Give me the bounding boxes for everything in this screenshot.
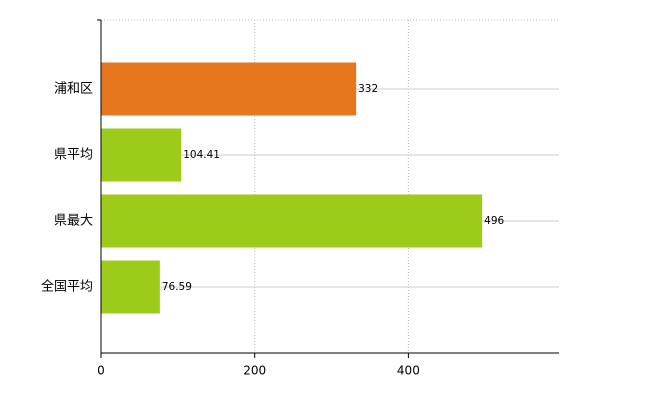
bar [101, 62, 357, 116]
value-label: 332 [358, 83, 378, 95]
bar [101, 260, 160, 314]
y-tick-label: 浦和区 [54, 82, 93, 97]
x-tick-label: 400 [397, 364, 420, 378]
value-label: 496 [484, 215, 504, 227]
x-tick-label: 0 [97, 364, 105, 378]
bar [101, 194, 483, 248]
x-tick-label: 200 [243, 364, 266, 378]
y-tick-label: 県平均 [54, 148, 93, 163]
value-label: 104.41 [183, 149, 220, 161]
y-tick-label: 県最大 [54, 214, 93, 229]
y-tick-label: 全国平均 [41, 279, 93, 295]
bar [101, 128, 182, 182]
value-label: 76.59 [162, 281, 192, 293]
